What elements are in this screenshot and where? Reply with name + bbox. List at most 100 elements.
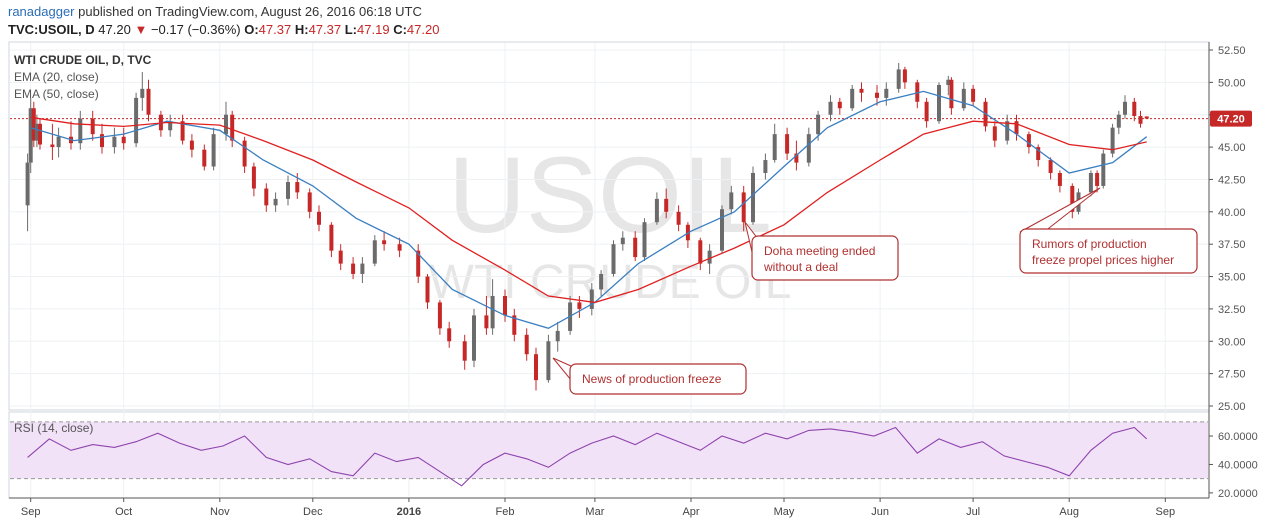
candle-body xyxy=(772,134,777,161)
author-link[interactable]: ranadagger xyxy=(8,4,75,19)
candle-body xyxy=(484,315,489,329)
price-tick-label: 37.50 xyxy=(1218,239,1246,251)
candle-body xyxy=(577,302,582,309)
candle-body xyxy=(1088,172,1093,193)
candle-body xyxy=(264,188,269,206)
price-tick-label: 45.00 xyxy=(1218,142,1246,154)
candle-body xyxy=(763,160,768,173)
candle-body xyxy=(512,315,517,335)
candle-body xyxy=(534,354,538,381)
price-tick-label: 32.50 xyxy=(1218,304,1246,316)
time-tick-label: Jun xyxy=(871,506,889,518)
time-tick-label: Mar xyxy=(585,506,604,518)
time-tick-label: Jul xyxy=(966,506,980,518)
time-tick-label: 2016 xyxy=(397,506,421,518)
time-tick-label: May xyxy=(774,506,795,518)
candle-body xyxy=(100,134,104,148)
watermark-name: WTI CRUDE OIL xyxy=(429,256,792,309)
open-value: 47.37 xyxy=(258,22,292,37)
candle-body xyxy=(1014,121,1019,135)
time-tick-label: Aug xyxy=(1059,506,1079,518)
time-tick-label: Nov xyxy=(210,506,230,518)
rsi-tick-label: 40.0000 xyxy=(1218,459,1258,471)
price-tick-label: 30.00 xyxy=(1218,336,1246,348)
legend-ema50[interactable]: EMA (50, close) xyxy=(14,87,99,101)
price-tick-label: 52.50 xyxy=(1218,45,1246,57)
candle-body xyxy=(698,240,703,264)
candle-body xyxy=(112,136,117,148)
candle-body xyxy=(859,88,864,93)
candle-body xyxy=(524,334,529,355)
candle-body xyxy=(168,121,173,131)
candle-body xyxy=(121,136,126,144)
candle-body xyxy=(286,182,290,199)
candle-body xyxy=(372,240,377,264)
candle-body xyxy=(1116,114,1121,128)
candle-body xyxy=(1144,116,1149,119)
candle-body xyxy=(611,244,616,274)
high-label: H: xyxy=(294,22,309,37)
candle-body xyxy=(1048,160,1053,173)
candle-body xyxy=(850,88,855,109)
rsi-line xyxy=(27,426,1148,487)
candle-body xyxy=(382,240,387,245)
legend-ema20[interactable]: EMA (20, close) xyxy=(14,70,99,84)
chart-header: ranadagger published on TradingView.com,… xyxy=(0,0,1270,40)
candle-body xyxy=(599,273,604,290)
callout-rumors[interactable]: Rumors of production freeze propel price… xyxy=(1019,187,1198,274)
callout-doha-line1: Doha meeting ended xyxy=(764,244,875,258)
ema50-line xyxy=(30,116,1147,304)
candle-body xyxy=(25,162,30,206)
candle-body xyxy=(307,192,312,212)
candle-body xyxy=(472,315,476,361)
candle-body xyxy=(425,276,430,303)
time-tick-label: Apr xyxy=(682,506,699,518)
candle-body xyxy=(251,166,256,189)
callout-doha[interactable]: Doha meeting ended without a deal xyxy=(744,221,899,281)
candle-body xyxy=(546,341,551,381)
high-value: 47.37 xyxy=(308,22,342,37)
candle-body xyxy=(1110,127,1115,154)
candle-body xyxy=(794,153,799,163)
price-tick-label: 27.50 xyxy=(1218,369,1246,381)
candle-body xyxy=(937,84,941,122)
candle-body xyxy=(837,101,842,109)
candle-body xyxy=(642,222,647,258)
candle-body xyxy=(915,82,920,102)
candle-body xyxy=(1123,101,1127,115)
candle-body xyxy=(224,114,228,135)
candle-body xyxy=(503,295,507,316)
candle-body xyxy=(490,295,495,329)
candle-body xyxy=(416,250,421,277)
candle-body xyxy=(462,341,467,361)
candle-body xyxy=(729,192,734,210)
candle-body xyxy=(78,118,83,144)
low-label: L: xyxy=(344,22,358,37)
price-tick-label: 35.00 xyxy=(1218,272,1246,284)
candle-body xyxy=(1095,172,1100,186)
callout-news[interactable]: News of production freeze xyxy=(552,357,747,395)
rsi-tick-label: 60.0000 xyxy=(1218,431,1258,443)
legend-rsi[interactable]: RSI (14, close) xyxy=(14,421,93,435)
candle-body xyxy=(230,114,235,141)
candle-body xyxy=(676,211,681,225)
symbol-line: TVC:USOIL, D 47.20 ▼ −0.17 (−0.36%) O:47… xyxy=(8,22,439,37)
rsi-tick-label: 20.0000 xyxy=(1218,488,1258,500)
last-price-badge-text: 47.20 xyxy=(1217,114,1245,126)
candle-body xyxy=(437,302,442,329)
callout-news-line1: News of production freeze xyxy=(582,372,722,386)
callout-rumors-line1: Rumors of production xyxy=(1032,237,1147,251)
time-tick-label: Oct xyxy=(115,506,132,518)
candle-body xyxy=(202,149,207,167)
callout-doha-line2: without a deal xyxy=(763,260,838,274)
candle-body xyxy=(720,209,724,251)
candle-body xyxy=(654,198,659,223)
candle-body xyxy=(180,121,185,141)
candle-body xyxy=(828,101,833,115)
candle-body xyxy=(971,88,976,102)
candle-body xyxy=(1070,185,1075,212)
close-value: 47.20 xyxy=(406,22,440,37)
callout-rumors-line2: freeze propel prices higher xyxy=(1032,253,1174,267)
price-tick-label: 42.50 xyxy=(1218,174,1246,186)
